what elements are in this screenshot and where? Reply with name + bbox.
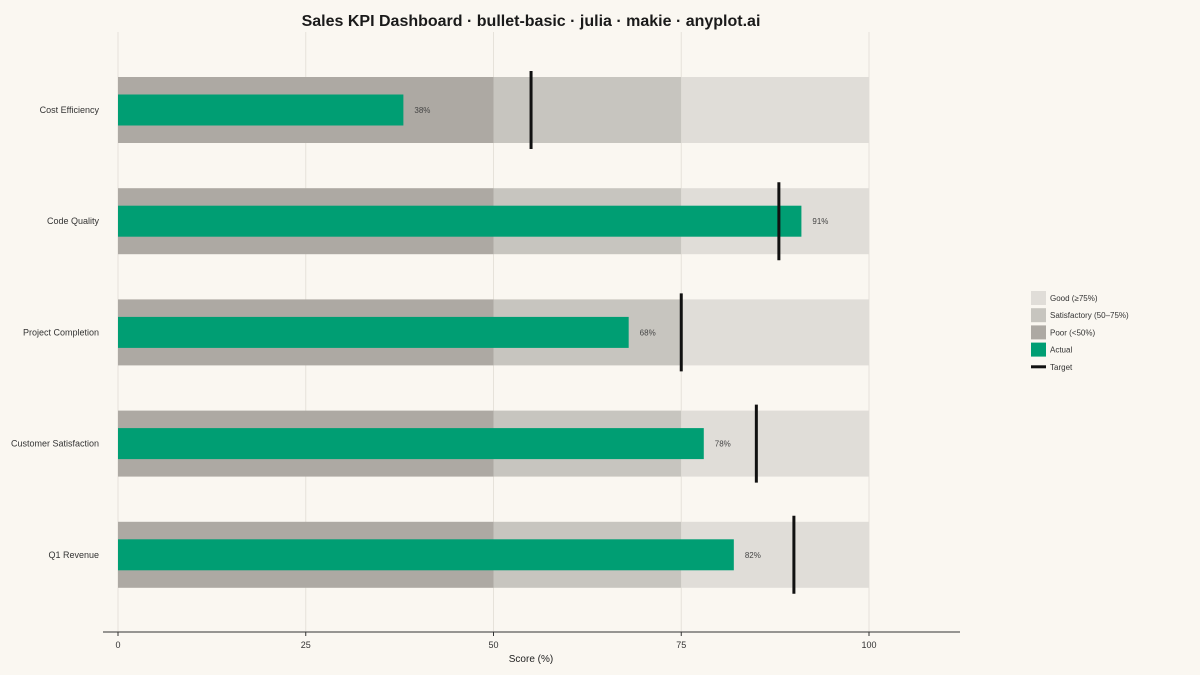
range-band xyxy=(681,410,869,477)
actual-bar xyxy=(118,428,704,460)
legend: Good (≥75%) Satisfactory (50–75%) Poor (<5… xyxy=(1031,291,1129,372)
bullet-row: Code Quality 91% xyxy=(47,182,869,261)
x-tick-label: 25 xyxy=(301,640,311,650)
legend-item: Satisfactory (50–75%) xyxy=(1031,308,1129,323)
legend-item: Poor (<50%) xyxy=(1031,325,1095,340)
legend-swatch xyxy=(1031,308,1046,323)
category-label: Customer Satisfaction xyxy=(11,439,99,449)
range-band xyxy=(493,77,682,143)
value-label: 38% xyxy=(414,106,430,115)
actual-bar xyxy=(118,94,404,126)
range-band xyxy=(681,299,869,366)
bullet-row: Project Completion 68% xyxy=(23,293,869,372)
bullet-row: Q1 Revenue 82% xyxy=(48,515,869,594)
x-tick-label: 75 xyxy=(676,640,686,650)
legend-label: Target xyxy=(1050,363,1073,372)
value-label: 78% xyxy=(715,440,731,449)
legend-label: Poor (<50%) xyxy=(1050,328,1095,337)
category-label: Project Completion xyxy=(23,327,99,337)
actual-bar xyxy=(118,316,629,348)
x-tick-label: 0 xyxy=(115,640,120,650)
x-tick-label: 50 xyxy=(488,640,498,650)
category-label: Q1 Revenue xyxy=(48,550,99,560)
category-label: Cost Efficiency xyxy=(40,105,100,115)
x-axis: 0 25 50 75 100 xyxy=(103,631,960,650)
legend-swatch xyxy=(1031,342,1046,357)
chart-title: Sales KPI Dashboard · bullet-basic · jul… xyxy=(302,13,761,30)
legend-item: Actual xyxy=(1031,342,1072,357)
x-tick-label: 100 xyxy=(861,640,876,650)
actual-bar xyxy=(118,539,734,571)
legend-item: Target xyxy=(1031,363,1073,372)
bullet-row: Cost Efficiency 38% xyxy=(40,71,869,149)
bullet-row: Customer Satisfaction 78% xyxy=(11,404,869,483)
legend-label: Good (≥75%) xyxy=(1050,294,1098,303)
legend-label: Actual xyxy=(1050,346,1072,355)
value-label: 82% xyxy=(745,551,761,560)
legend-label: Satisfactory (50–75%) xyxy=(1050,311,1129,320)
actual-bar xyxy=(118,205,802,237)
category-label: Code Quality xyxy=(47,216,100,226)
x-axis-title: Score (%) xyxy=(509,654,553,665)
bullet-rows: Cost Efficiency 38% Code Quality 91% Project… xyxy=(11,71,869,594)
value-label: 68% xyxy=(640,328,656,337)
legend-swatch xyxy=(1031,291,1046,305)
legend-swatch xyxy=(1031,325,1046,340)
value-label: 91% xyxy=(812,217,828,226)
legend-item: Good (≥75%) xyxy=(1031,291,1098,305)
range-band xyxy=(681,77,869,143)
